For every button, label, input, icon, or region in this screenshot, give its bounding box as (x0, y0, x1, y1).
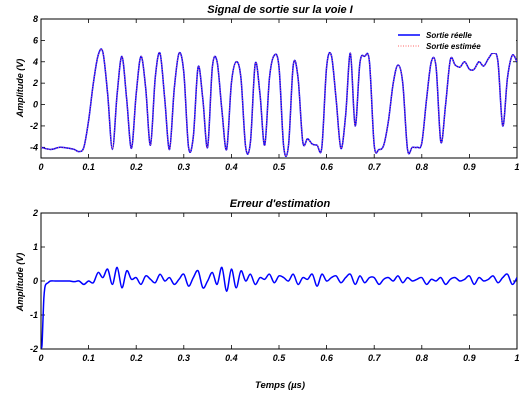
series-line-primary (41, 48, 517, 158)
x-tick-label: 0 (38, 162, 43, 172)
y-tick-label: -2 (30, 344, 38, 354)
series-group (41, 48, 517, 158)
x-axis-label: Temps (µs) (255, 380, 305, 391)
y-axis-label: Amplitude (V) (15, 253, 25, 313)
x-tick-label: 0 (38, 353, 43, 363)
x-tick-label: 0.9 (463, 162, 476, 172)
chart-title: Signal de sortie sur la voie I (207, 4, 353, 16)
x-tick-label: 0.6 (320, 162, 334, 172)
y-tick-label: -1 (30, 310, 38, 320)
chart-output-signal: Signal de sortie sur la voie I Amplitude… (15, 4, 520, 172)
y-tick-label: 8 (33, 14, 38, 24)
axes: 0 0.1 0.2 0.3 0.4 0.5 0.6 0.7 0.8 0.9 1 -4 -2 0 2 4 6 8 (30, 14, 520, 172)
x-tick-label: 0.8 (416, 353, 429, 363)
y-tick-label: 0 (33, 276, 38, 286)
x-tick-label: 0.3 (178, 162, 191, 172)
x-tick-label: 0.1 (82, 353, 95, 363)
x-tick-label: 0.3 (178, 353, 191, 363)
x-tick-label: 0.5 (273, 353, 287, 363)
y-tick-label: 2 (32, 208, 38, 218)
series-line-primary (41, 266, 517, 349)
x-tick-label: 0.9 (463, 353, 476, 363)
axes: 0 0.1 0.2 0.3 0.4 0.5 0.6 0.7 0.8 0.9 1 -2 -1 0 1 2 (30, 208, 520, 363)
plot-frame (40, 212, 518, 350)
legend-label-real: Sortie réelle (426, 31, 472, 40)
y-tick-label: 2 (32, 78, 38, 88)
x-tick-label: 0.1 (82, 162, 95, 172)
x-tick-label: 0.6 (320, 353, 334, 363)
x-tick-label: 0.2 (130, 353, 143, 363)
y-tick-label: -4 (30, 142, 38, 152)
y-tick-label: 6 (33, 35, 39, 45)
x-tick-label: 0.8 (416, 162, 429, 172)
chart-title: Erreur d'estimation (230, 198, 331, 210)
legend-label-estimated: Sortie estimée (426, 42, 481, 51)
y-tick-label: 4 (32, 57, 38, 67)
legend: Sortie réelle Sortie estimée (392, 29, 516, 53)
y-axis-label: Amplitude (V) (15, 59, 25, 119)
x-tick-label: 0.4 (225, 353, 238, 363)
x-tick-label: 0.7 (368, 353, 382, 363)
chart-estimation-error: Erreur d'estimation Amplitude (V) 0 0.1 0.… (15, 198, 520, 391)
series-group (41, 266, 517, 349)
x-tick-label: 0.4 (225, 162, 238, 172)
y-tick-label: 1 (33, 242, 38, 252)
y-tick-label: 0 (33, 100, 38, 110)
x-tick-label: 0.7 (368, 162, 382, 172)
x-tick-label: 0.2 (130, 162, 143, 172)
legend-box (392, 29, 516, 53)
y-tick-label: -2 (30, 121, 38, 131)
x-tick-label: 0.5 (273, 162, 287, 172)
x-tick-label: 1 (514, 353, 519, 363)
x-tick-label: 1 (514, 162, 519, 172)
